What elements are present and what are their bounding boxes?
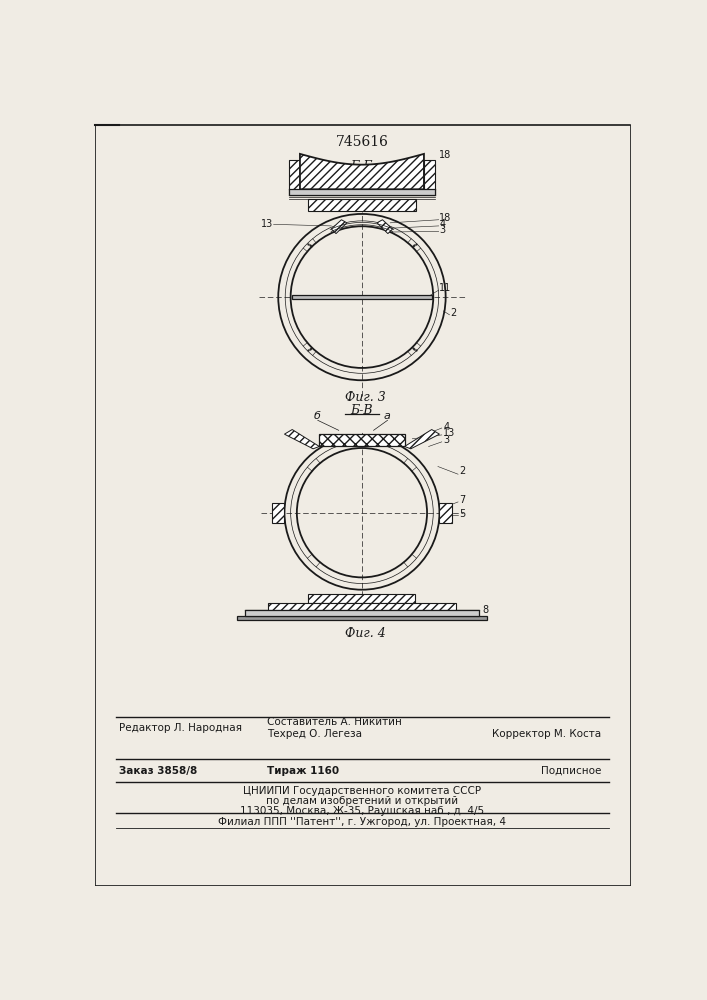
Text: а: а — [384, 411, 390, 421]
Text: 3: 3 — [443, 435, 450, 445]
Bar — [292, 295, 432, 299]
Text: 4: 4 — [443, 422, 450, 432]
Bar — [440, 503, 452, 523]
Text: Фиг. 4: Фиг. 4 — [346, 627, 386, 640]
Text: Б-В: Б-В — [351, 404, 373, 417]
Polygon shape — [300, 154, 424, 189]
Bar — [308, 199, 416, 211]
Bar — [272, 503, 284, 523]
Bar — [308, 594, 416, 603]
Text: Филиал ППП ''Патент'', г. Ужгород, ул. Проектная, 4: Филиал ППП ''Патент'', г. Ужгород, ул. П… — [218, 817, 506, 827]
Polygon shape — [332, 220, 347, 234]
Text: Подписное: Подписное — [541, 766, 602, 776]
Text: 4: 4 — [440, 219, 445, 229]
Text: 745616: 745616 — [336, 135, 388, 149]
Text: ЦНИИПИ Государственного комитета СССР: ЦНИИПИ Государственного комитета СССР — [243, 786, 481, 796]
Text: 13: 13 — [443, 428, 455, 438]
Text: Тираж 1160: Тираж 1160 — [267, 766, 339, 776]
Text: Корректор М. Коста: Корректор М. Коста — [492, 729, 602, 739]
Polygon shape — [377, 220, 392, 234]
Text: 7: 7 — [460, 495, 466, 505]
Text: Составитель А. Никитин: Составитель А. Никитин — [267, 717, 402, 727]
Bar — [289, 160, 300, 194]
Text: 3: 3 — [440, 225, 445, 235]
Bar — [424, 160, 435, 194]
Polygon shape — [404, 430, 440, 449]
Bar — [245, 610, 479, 616]
Text: 2: 2 — [450, 308, 457, 318]
Text: 11: 11 — [440, 283, 452, 293]
Text: Редактор Л. Народная: Редактор Л. Народная — [119, 723, 243, 733]
Text: б: б — [314, 411, 321, 421]
Text: 113035, Москва, Ж-35, Раушская наб., д. 4/5: 113035, Москва, Ж-35, Раушская наб., д. … — [240, 806, 484, 816]
Text: 5: 5 — [460, 509, 466, 519]
Bar — [320, 434, 404, 446]
Bar — [289, 189, 435, 195]
Text: 2: 2 — [460, 466, 466, 476]
Text: 13: 13 — [262, 219, 274, 229]
Text: Фиг. 3: Фиг. 3 — [346, 391, 386, 404]
Text: по делам изобретений и открытий: по делам изобретений и открытий — [267, 796, 458, 806]
Text: 8: 8 — [483, 605, 489, 615]
Polygon shape — [284, 430, 320, 449]
Text: Техред О. Легеза: Техред О. Легеза — [267, 729, 361, 739]
Text: Заказ 3858/8: Заказ 3858/8 — [119, 766, 198, 776]
Text: Б-Б: Б-Б — [351, 160, 373, 173]
Bar — [237, 616, 486, 620]
Bar — [268, 603, 456, 610]
Text: 18: 18 — [440, 150, 452, 160]
Text: 18: 18 — [440, 213, 452, 223]
